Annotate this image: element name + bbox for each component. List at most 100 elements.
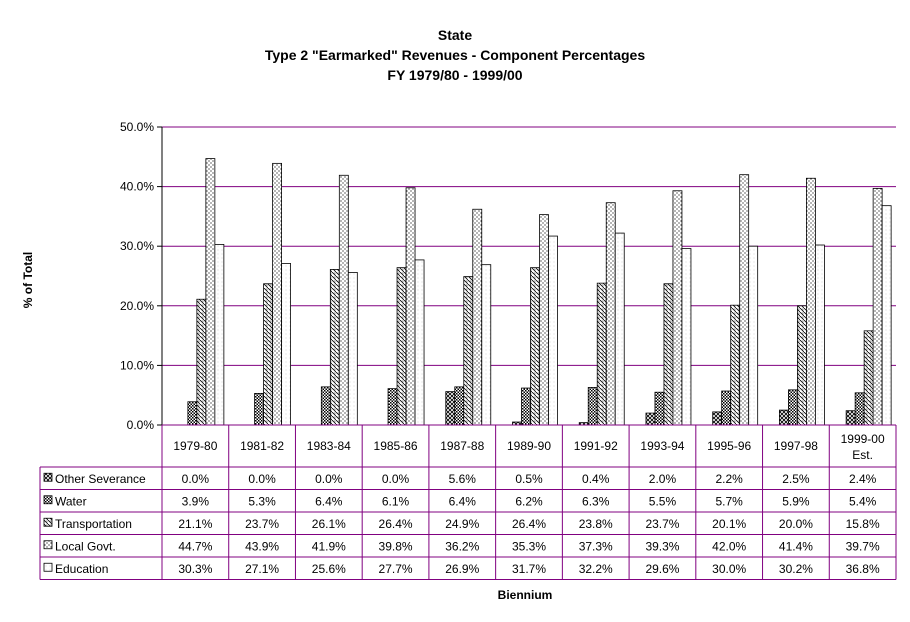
bar-education xyxy=(815,244,825,426)
data-label: 0.0% xyxy=(382,472,410,486)
data-label: 6.2% xyxy=(515,494,543,508)
bar-water xyxy=(788,389,798,426)
x-tick-label: 1989-90 xyxy=(507,439,551,453)
bar-local-govt xyxy=(872,187,883,426)
bar-education xyxy=(614,232,625,426)
data-label: 31.7% xyxy=(512,562,546,576)
data-label: 0.0% xyxy=(248,472,276,486)
data-label: 5.6% xyxy=(449,472,477,486)
legend-entry: Local Govt. xyxy=(55,539,116,553)
bar-education xyxy=(214,244,225,426)
data-label: 6.4% xyxy=(449,494,477,508)
bar-water xyxy=(721,390,732,426)
bar-local-govt xyxy=(605,202,616,426)
bar-education xyxy=(281,263,291,426)
bar-water xyxy=(587,387,598,426)
data-label: 24.9% xyxy=(445,517,479,531)
bar-education xyxy=(414,259,425,426)
bar-transportation xyxy=(530,267,540,426)
bar-water xyxy=(654,391,665,426)
bar-local-govt xyxy=(472,208,483,426)
data-label: 0.4% xyxy=(582,472,610,486)
data-label: 26.9% xyxy=(445,562,479,576)
data-label: 2.0% xyxy=(649,472,677,486)
legend-entry: Water xyxy=(55,494,87,508)
y-tick-label: 0.0% xyxy=(127,418,155,432)
data-label: 3.9% xyxy=(182,494,210,508)
data-label: 44.7% xyxy=(178,539,212,553)
bar-water xyxy=(187,401,198,426)
data-label: 39.3% xyxy=(645,539,679,553)
x-tick-label: 1979-80 xyxy=(173,439,217,453)
y-tick-label: 10.0% xyxy=(120,358,154,372)
data-label: 35.3% xyxy=(512,539,546,553)
legend-key xyxy=(43,495,53,505)
bar-local-govt xyxy=(539,214,549,426)
svg-text:% of Total: % of Total xyxy=(21,252,35,308)
x-tick-label-line-2: Est. xyxy=(852,448,873,462)
data-label: 2.5% xyxy=(782,472,810,486)
legend-key xyxy=(43,517,53,527)
data-label: 6.3% xyxy=(582,494,610,508)
data-label: 0.5% xyxy=(515,472,543,486)
data-label: 0.0% xyxy=(315,472,343,486)
x-tick-label: 1981-82 xyxy=(240,439,284,453)
x-tick-label: 1985-86 xyxy=(374,439,418,453)
data-label: 29.6% xyxy=(645,562,679,576)
data-label: 39.7% xyxy=(846,539,880,553)
legend-key xyxy=(43,540,53,550)
bar-education xyxy=(681,248,692,426)
bar-transportation xyxy=(396,267,407,426)
data-label: 5.4% xyxy=(849,494,877,508)
data-label: 6.1% xyxy=(382,494,410,508)
data-label: 26.1% xyxy=(312,517,346,531)
legend-entry: Transportation xyxy=(55,517,132,531)
bar-water xyxy=(387,388,398,426)
bar-local-govt xyxy=(338,174,349,426)
legend-entry: Education xyxy=(55,562,108,576)
data-label: 41.4% xyxy=(779,539,813,553)
bar-other-severance xyxy=(845,410,856,426)
data-label: 43.9% xyxy=(245,539,279,553)
bar-local-govt xyxy=(272,162,282,426)
bar-local-govt xyxy=(806,177,816,426)
data-label: 2.4% xyxy=(849,472,877,486)
bar-water xyxy=(320,386,331,426)
data-label: 30.2% xyxy=(779,562,813,576)
bar-education xyxy=(347,272,358,426)
bar-education xyxy=(481,264,492,426)
y-axis-label: % of Total xyxy=(21,252,35,308)
data-label: 26.4% xyxy=(379,517,413,531)
bar-transportation xyxy=(663,283,674,426)
legend-key xyxy=(43,562,53,572)
data-label: 21.1% xyxy=(178,517,212,531)
bar-education xyxy=(881,205,892,426)
bar-water xyxy=(454,386,465,426)
data-label: 5.5% xyxy=(649,494,677,508)
data-label: 23.7% xyxy=(645,517,679,531)
data-label: 27.7% xyxy=(379,562,413,576)
y-tick-label: 40.0% xyxy=(120,180,154,194)
x-tick-label: 1991-92 xyxy=(574,439,618,453)
bar-education xyxy=(548,235,558,426)
y-tick-label: 30.0% xyxy=(120,239,154,253)
data-label: 20.0% xyxy=(779,517,813,531)
data-label: 20.1% xyxy=(712,517,746,531)
legend-entry: Other Severance xyxy=(55,472,146,486)
x-tick-label: 1993-94 xyxy=(640,439,684,453)
data-label: 23.7% xyxy=(245,517,279,531)
bar-water xyxy=(854,392,865,426)
data-label: 0.0% xyxy=(182,472,210,486)
data-label: 5.9% xyxy=(782,494,810,508)
bar-local-govt xyxy=(205,158,216,426)
y-axis-ticks: 0.0% 10.0% 20.0% 30.0% 40.0% 50.0% xyxy=(120,120,163,432)
x-tick-label: 1997-98 xyxy=(774,439,818,453)
x-tick-label: 1983-84 xyxy=(307,439,351,453)
y-tick-label: 20.0% xyxy=(120,299,154,313)
bar-education xyxy=(748,245,759,426)
data-label: 25.6% xyxy=(312,562,346,576)
data-label: 23.8% xyxy=(579,517,613,531)
data-label: 36.2% xyxy=(445,539,479,553)
bar-water xyxy=(254,393,264,426)
